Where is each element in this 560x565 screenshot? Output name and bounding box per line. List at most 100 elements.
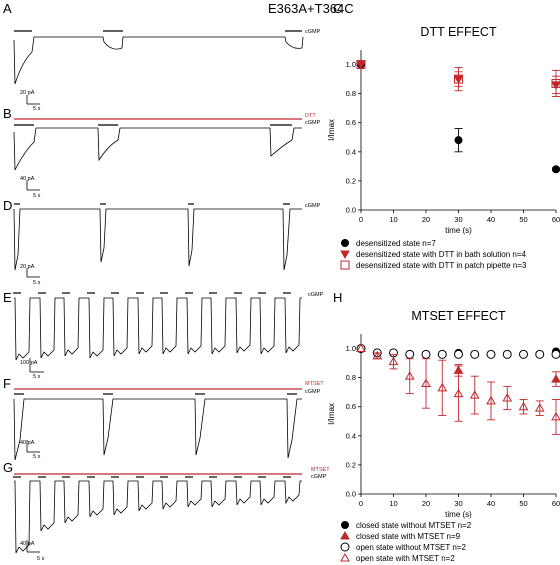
y-tick-label: 0.6 [346, 402, 356, 411]
legend-entry: closed state without MTSET n=2 [356, 521, 472, 530]
y-tick-label: 0.4 [346, 431, 356, 440]
y-tick-label: 0.2 [346, 176, 356, 185]
panel-label-c: C [333, 1, 342, 16]
data-point [502, 392, 513, 402]
legend-marker [340, 250, 350, 260]
legend-entry: desensitized state with DTT in patch pip… [356, 261, 527, 270]
legend-marker [340, 552, 350, 562]
x-tick-label: 60 [552, 215, 560, 224]
data-point [502, 349, 512, 359]
x-tick-label: 20 [422, 499, 430, 508]
data-point [421, 378, 431, 387]
x-axis-label: time (s) [445, 510, 472, 519]
x-tick-label: 30 [454, 499, 462, 508]
bar-label-g-cgmp: cGMP [311, 474, 327, 480]
legend-marker [340, 542, 350, 552]
legend-entry: desensitized state with DTT in bath solu… [356, 250, 527, 259]
data-point [551, 78, 560, 88]
data-point [519, 349, 528, 359]
bar-label-g-mtset: MTSET [311, 467, 330, 473]
x-tick-label: 50 [519, 215, 527, 224]
panel-label-a: A [3, 1, 12, 16]
bar-label-b-cgmp: cGMP [305, 120, 321, 126]
scale-label-e-x: 5 s [33, 374, 41, 380]
data-point [518, 401, 529, 411]
trace-panel-f: MTSET cGMP 40 pA 5 s [13, 381, 324, 461]
current-trace-b [13, 127, 302, 171]
x-tick-label: 0 [359, 215, 363, 224]
y-tick-label: 0.6 [346, 118, 356, 127]
x-tick-label: 60 [552, 499, 560, 508]
legend-marker [341, 239, 349, 247]
figure-title: E363A+T364C [268, 1, 354, 16]
trace-panel-d: cGMP 20 pA 5 s [13, 203, 321, 286]
trace-panel-e: cGMP 100 pA 5 s [13, 292, 324, 380]
y-tick-label: 0.0 [346, 206, 356, 215]
current-trace-e [14, 297, 302, 361]
x-tick-label: 40 [487, 215, 495, 224]
x-axis-label: time (s) [445, 226, 472, 235]
data-point [388, 356, 399, 366]
panel-label-e: E [3, 290, 12, 305]
scale-label-b-y: 40 pA [20, 176, 35, 182]
x-tick-label: 0 [359, 499, 363, 508]
scale-label-e-y: 100 pA [20, 360, 38, 366]
panel-label-g: G [3, 460, 13, 475]
bar-label-f-cgmp: cGMP [305, 389, 321, 395]
data-point [405, 349, 415, 359]
chart-mtset-effect: MTSET EFFECT 0 10 20 30 40 50 60 0.0 0.2 0.4 0.6 0.8… [327, 309, 560, 563]
bar-label-d-cgmp: cGMP [305, 203, 321, 209]
chart-title: MTSET EFFECT [411, 309, 506, 323]
trace-panel-g: MTSET cGMP 40 pA 5 s [13, 467, 330, 562]
data-point [551, 374, 560, 383]
x-tick-label: 10 [389, 215, 397, 224]
series-2 [356, 344, 560, 359]
current-trace-g [14, 480, 302, 554]
panel-label-f: F [3, 376, 11, 391]
data-point [437, 382, 448, 392]
chart-dtt-effect: DTT EFFECT 0 10 20 30 40 50 60 0.0 0.2 0.4 0.6 0.8 1.… [327, 25, 560, 270]
y-tick-label: 1.0 [346, 60, 356, 69]
data-point [421, 349, 431, 359]
scale-label-a-x: 5 s [33, 106, 41, 112]
y-tick-label: 0.8 [346, 373, 356, 382]
series-2 [356, 60, 560, 97]
scale-label-g-x: 5 s [37, 556, 45, 562]
data-point [535, 349, 545, 359]
data-point [453, 388, 464, 398]
data-point [356, 61, 366, 70]
data-point [534, 403, 545, 412]
bar-label-a-cgmp: cGMP [305, 29, 321, 35]
legend-entry: desensitized state n=7 [356, 239, 436, 248]
data-point [470, 349, 480, 359]
chart-title: DTT EFFECT [420, 25, 497, 39]
data-point [552, 165, 560, 174]
data-point [486, 395, 496, 405]
y-tick-label: 0.2 [346, 460, 356, 469]
data-point [486, 349, 496, 359]
data-point [437, 349, 447, 359]
y-axis-label: I/Imax [327, 119, 336, 141]
data-point [469, 390, 480, 399]
scale-label-b-x: 5 s [33, 193, 41, 199]
data-point [551, 411, 560, 421]
data-point [454, 74, 463, 84]
y-tick-label: 0.0 [346, 490, 356, 499]
panel-label-b: B [3, 106, 12, 121]
current-trace-a [13, 36, 304, 85]
x-tick-label: 10 [389, 499, 397, 508]
legend-marker [340, 530, 350, 540]
data-point [356, 60, 366, 70]
data-point [454, 136, 463, 145]
bar-label-e-cgmp: cGMP [308, 292, 324, 298]
scale-label-g-y: 40 pA [20, 541, 35, 547]
y-axis-label: I/Imax [327, 403, 336, 425]
data-point [372, 350, 383, 360]
x-tick-label: 30 [454, 215, 462, 224]
x-tick-label: 50 [519, 499, 527, 508]
scale-label-f-x: 5 s [33, 454, 41, 460]
y-tick-label: 1.0 [346, 344, 356, 353]
scale-label-a-y: 20 pA [20, 90, 35, 96]
x-tick-label: 40 [487, 499, 495, 508]
